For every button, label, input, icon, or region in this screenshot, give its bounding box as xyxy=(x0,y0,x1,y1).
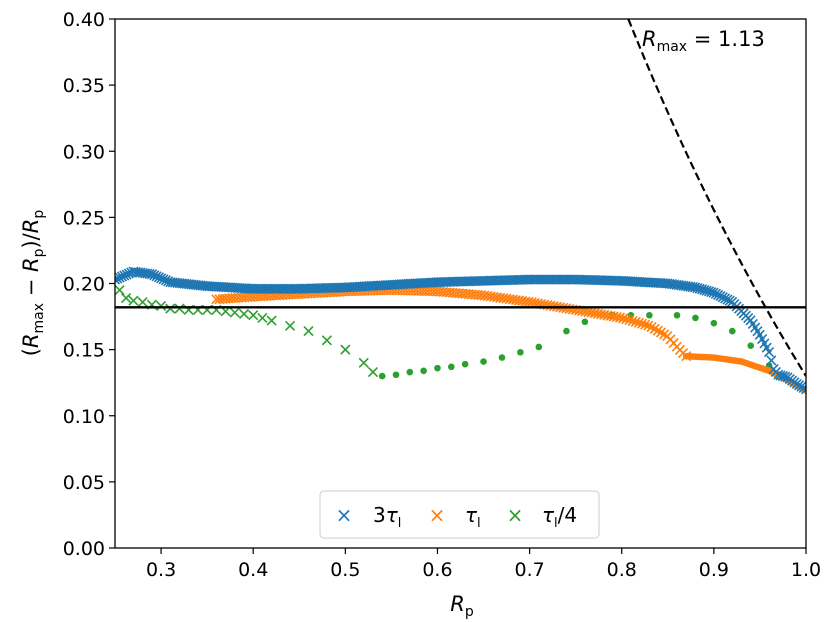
legend-label-tau-quarter: τl/4 xyxy=(542,503,577,531)
y-tick-label: 0.20 xyxy=(63,274,105,296)
data-point xyxy=(420,367,427,375)
data-point xyxy=(800,384,806,395)
data-point xyxy=(120,292,132,304)
data-point xyxy=(747,342,755,349)
data-point xyxy=(581,318,589,326)
x-tick-label: 0.9 xyxy=(699,559,729,581)
series-4 xyxy=(378,311,782,380)
legend-label-tau: τl xyxy=(465,503,481,531)
data-point xyxy=(406,368,414,376)
data-point xyxy=(358,357,369,368)
y-tick-label: 0.40 xyxy=(63,9,105,31)
y-tick-label: 0.10 xyxy=(63,406,105,428)
data-point xyxy=(692,314,699,322)
legend-entry-tau-quarter: × τl/4 xyxy=(507,503,578,531)
y-axis-label: (Rmax − Rp)/Rp xyxy=(19,210,47,357)
data-point xyxy=(646,311,653,319)
x-tick-label: 0.3 xyxy=(146,559,176,581)
data-point xyxy=(257,312,268,323)
y-tick-label: 0.35 xyxy=(63,75,105,97)
data-point xyxy=(637,318,648,329)
data-point xyxy=(618,313,629,324)
legend: × 3τl × τl × τl/4 xyxy=(319,490,600,539)
data-point xyxy=(498,354,506,361)
data-point xyxy=(630,316,641,327)
y-axis-ticks: 0.00 0.05 0.10 0.15 0.20 0.25 0.30 0.35 0.40 xyxy=(63,9,115,560)
data-point xyxy=(367,367,379,378)
x-tick-label: 1.0 xyxy=(791,559,821,581)
y-tick-label: 0.30 xyxy=(63,141,105,163)
series-1 xyxy=(211,285,692,362)
data-point xyxy=(321,335,332,346)
data-point xyxy=(165,303,176,314)
data-point xyxy=(115,285,125,296)
data-point xyxy=(137,296,148,308)
data-point xyxy=(128,295,139,306)
legend-marker-3tau: × xyxy=(336,503,353,527)
rmax-annotation: Rmax = 1.13 xyxy=(642,27,765,55)
data-point xyxy=(624,315,635,326)
data-point xyxy=(763,346,775,358)
legend-label-3tau: 3τl xyxy=(373,503,401,531)
series-3 xyxy=(115,285,379,378)
plot-data-layer xyxy=(115,19,806,395)
data-point xyxy=(266,315,277,326)
data-point xyxy=(633,317,644,328)
legend-entry-3tau: × 3τl xyxy=(336,503,402,531)
x-tick-label: 0.6 xyxy=(422,559,452,581)
y-tick-label: 0.25 xyxy=(63,207,105,229)
data-point xyxy=(710,319,718,327)
data-point xyxy=(480,358,487,365)
data-point xyxy=(434,364,441,372)
x-axis-ticks: 0.3 0.4 0.5 0.6 0.7 0.8 0.9 1.0 xyxy=(146,548,821,581)
data-point xyxy=(378,372,386,380)
data-point xyxy=(563,327,570,335)
data-point xyxy=(517,348,524,356)
data-point xyxy=(643,320,654,331)
y-tick-label: 0.00 xyxy=(63,538,105,560)
data-point xyxy=(724,295,735,306)
x-axis-label: Rp xyxy=(450,592,474,620)
data-point xyxy=(535,343,543,351)
data-point xyxy=(766,355,777,366)
legend-entry-tau: × τl xyxy=(429,503,481,531)
data-point xyxy=(303,326,314,337)
legend-box xyxy=(319,490,600,539)
data-point xyxy=(156,300,167,312)
data-point xyxy=(248,310,259,321)
data-point xyxy=(621,314,632,325)
x-tick-label: 0.5 xyxy=(330,559,360,581)
x-tick-label: 0.8 xyxy=(607,559,637,581)
data-point xyxy=(461,360,469,368)
data-point xyxy=(340,344,351,355)
x-tick-label: 0.4 xyxy=(238,559,268,581)
data-point xyxy=(614,312,626,323)
rmax-curve xyxy=(627,19,806,377)
data-point xyxy=(284,320,296,331)
legend-marker-tau-quarter: × xyxy=(507,503,524,527)
series-0 xyxy=(115,266,806,395)
data-point xyxy=(673,311,681,319)
data-point xyxy=(238,308,250,319)
data-point xyxy=(627,315,638,327)
data-point xyxy=(447,363,455,371)
data-point xyxy=(392,371,400,379)
data-point xyxy=(229,307,240,318)
data-point xyxy=(174,303,185,314)
data-point xyxy=(640,319,651,330)
x-tick-label: 0.7 xyxy=(514,559,544,581)
y-tick-label: 0.05 xyxy=(63,472,105,494)
y-tick-label: 0.15 xyxy=(63,340,105,362)
legend-marker-tau: × xyxy=(429,503,446,527)
data-point xyxy=(728,327,736,335)
